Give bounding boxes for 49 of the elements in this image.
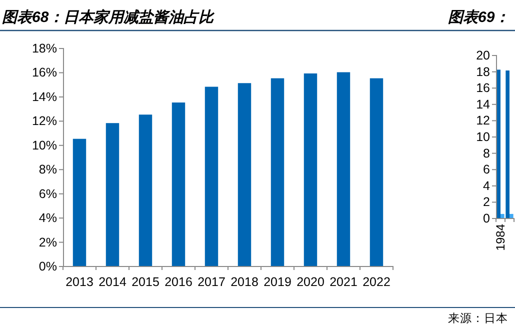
y-tick-label: 4%	[38, 211, 57, 226]
bar	[304, 73, 318, 266]
bar	[204, 86, 218, 266]
chart-title: 图表68：日本家用减盐酱油占比	[2, 8, 216, 26]
x-tick-label: 2021	[330, 275, 358, 289]
bar	[138, 114, 152, 266]
bar	[500, 214, 504, 218]
x-tick-label: 2016	[164, 275, 192, 289]
y-tick-label: 12%	[32, 114, 57, 128]
bar	[238, 83, 252, 266]
x-tick-label: 2014	[98, 275, 126, 289]
y-tick-label: 14	[476, 97, 490, 112]
bar	[496, 70, 500, 218]
y-tick-label: 16	[476, 81, 490, 96]
y-tick-label: 8	[483, 146, 490, 160]
y-tick-label: 6	[483, 162, 490, 177]
y-tick-label: 18%	[32, 42, 57, 56]
bar	[506, 70, 510, 218]
x-tick-label: 2018	[230, 275, 258, 289]
bar	[336, 72, 350, 266]
x-tick-label: 2020	[296, 275, 324, 289]
y-tick-label: 14%	[32, 90, 57, 104]
y-tick-label: 10%	[32, 138, 57, 152]
bar	[510, 214, 514, 218]
y-tick-label: 18	[476, 64, 490, 79]
y-tick-label: 2	[483, 195, 490, 210]
bar	[172, 102, 186, 266]
bar	[270, 78, 284, 266]
y-tick-label: 4	[483, 178, 490, 193]
y-tick-label: 2%	[38, 235, 57, 250]
y-tick-label: 20	[476, 48, 490, 62]
y-tick-label: 12	[476, 114, 490, 128]
x-tick-label: 2013	[66, 275, 94, 289]
bar	[370, 78, 384, 266]
x-tick-label: 2017	[198, 275, 226, 289]
y-tick-label: 0%	[38, 260, 57, 274]
y-tick-label: 10	[476, 130, 490, 144]
bar	[72, 138, 86, 266]
source-note: 来源：日本	[448, 312, 508, 325]
y-tick-label: 6%	[38, 186, 57, 201]
bar	[106, 123, 120, 266]
y-tick-label: 0	[483, 212, 490, 226]
x-tick-label: 2019	[264, 275, 292, 289]
x-tick-label: 2015	[132, 275, 160, 289]
x-tick-label: 1984	[494, 224, 508, 251]
y-tick-label: 8%	[38, 162, 57, 177]
chart-title: 图表69：	[448, 9, 510, 26]
y-tick-label: 16%	[32, 66, 57, 80]
x-tick-label: 2022	[362, 275, 390, 289]
